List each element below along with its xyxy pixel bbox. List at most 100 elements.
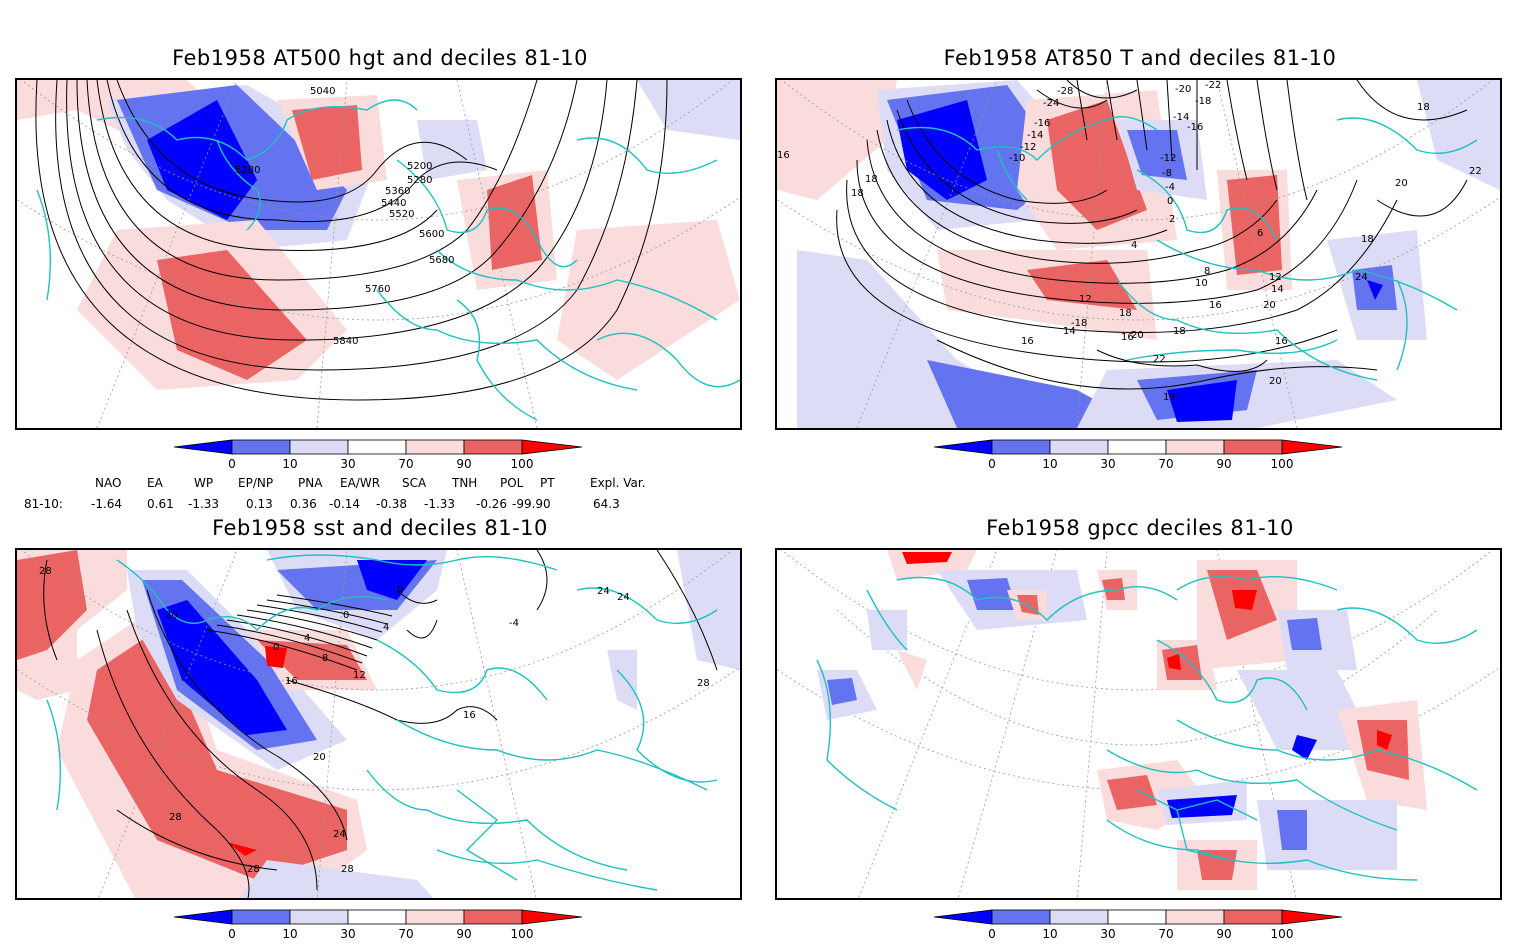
colorbar-cell-max [1281, 439, 1343, 455]
anomaly-shade-dark-blue [147, 100, 257, 220]
colorbar-cell-0 [173, 439, 233, 455]
contour-label: -4 [1165, 182, 1175, 193]
anomaly-shade-mid-red [1227, 175, 1282, 275]
anomaly-shade-light-blue [1417, 80, 1500, 190]
graticule [777, 80, 1500, 428]
contour-label: 8 [1204, 266, 1210, 277]
contour-label: 28 [169, 812, 182, 823]
colorbar-gpcc: 0 10 30 70 90 100 [933, 908, 1354, 948]
contour-label: -18 [1071, 318, 1087, 329]
contour-label: 16 [1209, 300, 1222, 311]
colorbar-hgt500: 0 10 30 70 90 100 [173, 438, 594, 478]
colorbar-tick: 0 [228, 927, 236, 941]
colorbar-cell-0 [933, 909, 993, 925]
colorbar-cell-0 [933, 439, 993, 455]
map-panel-hgt500: 5040 5280 5200 5280 5360 5440 5520 5600 … [15, 78, 742, 430]
graticule [17, 550, 740, 898]
colorbar-cell-100 [463, 909, 523, 925]
colorbar-swatches [173, 909, 583, 925]
colorbar-tick: 100 [510, 927, 534, 941]
anomaly-shade-light-blue [607, 650, 637, 710]
anomaly-shade-dark-red [227, 842, 257, 856]
index-header: EA/WR [340, 476, 381, 490]
contour-label: 20 [1131, 330, 1144, 341]
contour-label: 22 [1153, 354, 1166, 365]
colorbar-cell-90 [405, 439, 465, 455]
colorbar-cell-30 [1049, 909, 1109, 925]
colorbar-cell-max [521, 909, 583, 925]
contour-label: -28 [1057, 86, 1073, 97]
contour-label: 20 [1269, 376, 1282, 387]
contour-label: -14 [1027, 130, 1043, 141]
anomaly-shade-mid-red [157, 250, 307, 380]
colorbar-swatches [173, 439, 583, 455]
contour-label: -12 [1020, 142, 1036, 153]
contour-label: 4 [304, 633, 310, 644]
colorbar-tick: 10 [1042, 457, 1058, 471]
contour-label: 10 [1195, 278, 1208, 289]
colorbar-cell-0 [173, 909, 233, 925]
contour-label: -14 [1173, 112, 1189, 123]
anomaly-shade-dark-blue [897, 100, 987, 200]
contour-label-group: 28 20 0 4 8 12 16 16 20 24 28 28 28 24 0… [39, 566, 710, 875]
map-gpcc-svg [777, 550, 1500, 898]
index-value: 0.36 [290, 497, 317, 511]
contour-label: 22 [1469, 166, 1482, 177]
contour-label: 8 [322, 653, 328, 664]
contour-label: 20 [313, 752, 326, 763]
colorbar-tick: 90 [456, 927, 472, 941]
contour-label: 12 [1269, 272, 1282, 283]
colorbar-cell-100 [1223, 909, 1283, 925]
contour-label: 0 [343, 610, 349, 621]
anomaly-shade-light-blue [637, 80, 740, 140]
contour-label: 20 [1263, 300, 1276, 311]
contour-label: 18 [865, 174, 878, 185]
index-header: PNA [298, 476, 323, 490]
index-value: 0.61 [147, 497, 174, 511]
colorbar-tick: 100 [1270, 927, 1294, 941]
contour-label: -22 [1205, 80, 1221, 91]
index-header: SCA [402, 476, 427, 490]
index-value: -1.33 [424, 497, 456, 511]
colorbar-tick: 70 [398, 927, 414, 941]
colorbar-cell-10 [991, 439, 1051, 455]
contour-label: 16 [777, 150, 790, 161]
index-header: WP [194, 476, 214, 490]
contour-label: 14 [1063, 326, 1076, 337]
anomaly-shade-light-red [777, 80, 897, 200]
panel-title-gpcc: Feb1958 gpcc deciles 81-10 [986, 516, 1294, 540]
colorbar-cell-70 [1107, 909, 1167, 925]
contour-label: 18 [1417, 102, 1430, 113]
index-header: EA [147, 476, 163, 490]
colorbar-cell-10 [231, 909, 291, 925]
map-panel-t850: -28 -24 -20 -22 -18 -16 -14 -12 -10 -14 … [775, 78, 1502, 430]
height-contours [35, 80, 668, 401]
colorbar-cell-max [1281, 909, 1343, 925]
index-value: -0.38 [376, 497, 408, 511]
contour-label: 5840 [333, 336, 358, 347]
anomaly-shade-light-red [557, 220, 740, 380]
contour-label: 28 [341, 864, 354, 875]
colorbar-tick: 10 [1042, 927, 1058, 941]
colorbar-tick: 70 [1158, 457, 1174, 471]
anomaly-shade-light-blue [239, 860, 434, 898]
contour-label: 28 [247, 864, 260, 875]
colorbar-tick: 10 [282, 457, 298, 471]
colorbar-cell-90 [1165, 909, 1225, 925]
temperature-contours [836, 80, 1468, 390]
contour-label: -12 [1160, 153, 1176, 164]
sst-contours [43, 550, 718, 898]
colorbar-tick: 30 [1100, 457, 1116, 471]
colorbar-swatches [933, 909, 1343, 925]
indices-header-row: NAO EA WP EP/NP PNA EA/WR SCA TNH POL PT… [0, 476, 700, 492]
contour-label: 5520 [389, 209, 414, 220]
anomaly-shade-dark-blue [357, 560, 427, 600]
index-header: TNH [452, 476, 478, 490]
colorbar-tick: 30 [340, 457, 356, 471]
index-header: PT [540, 476, 555, 490]
colorbar-tick: 100 [510, 457, 534, 471]
colorbar-t850: 0 10 30 70 90 100 [933, 438, 1354, 478]
contour-label: 5600 [419, 229, 444, 240]
index-value: -0.14 [329, 497, 361, 511]
contour-label: 24 [333, 829, 346, 840]
